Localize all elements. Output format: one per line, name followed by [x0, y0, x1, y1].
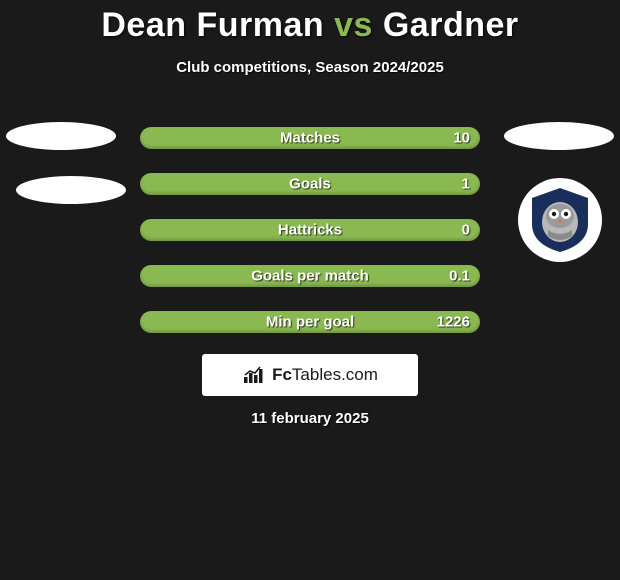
stat-label: Matches: [280, 130, 340, 147]
decor-ellipse-left-1: [6, 122, 116, 150]
stat-value: 0: [462, 222, 470, 239]
stat-label: Goals per match: [251, 268, 369, 285]
stat-value: 1: [462, 176, 470, 193]
decor-ellipse-right-1: [504, 122, 614, 150]
title-player2: Gardner: [383, 6, 519, 44]
page-title: Dean Furman vs Gardner: [0, 0, 620, 45]
brand-text: FcTables.com: [272, 365, 378, 385]
team-badge: [518, 178, 602, 262]
brand-box: FcTables.com: [202, 354, 418, 396]
stat-label: Goals: [289, 176, 331, 193]
chart-icon: [242, 365, 266, 385]
stat-bar: Goals per match 0.1: [140, 265, 480, 287]
brand-prefix: Fc: [272, 365, 292, 384]
stat-bar: Hattricks 0: [140, 219, 480, 241]
title-vs: vs: [334, 6, 373, 44]
stat-value: 1226: [437, 314, 470, 331]
brand-suffix: Tables.com: [292, 365, 378, 384]
decor-ellipse-left-2: [16, 176, 126, 204]
stat-bar: Min per goal 1226: [140, 311, 480, 333]
stat-bar: Goals 1: [140, 173, 480, 195]
stat-value: 0.1: [449, 268, 470, 285]
subtitle: Club competitions, Season 2024/2025: [0, 59, 620, 76]
stat-bar: Matches 10: [140, 127, 480, 149]
date-text: 11 february 2025: [0, 410, 620, 427]
stat-label: Min per goal: [266, 314, 354, 331]
owl-crest-icon: [524, 184, 596, 256]
stat-label: Hattricks: [278, 222, 342, 239]
stat-value: 10: [453, 130, 470, 147]
stat-bars: Matches 10 Goals 1 Hattricks 0 Goals per…: [140, 127, 480, 357]
title-player1: Dean Furman: [101, 6, 324, 44]
